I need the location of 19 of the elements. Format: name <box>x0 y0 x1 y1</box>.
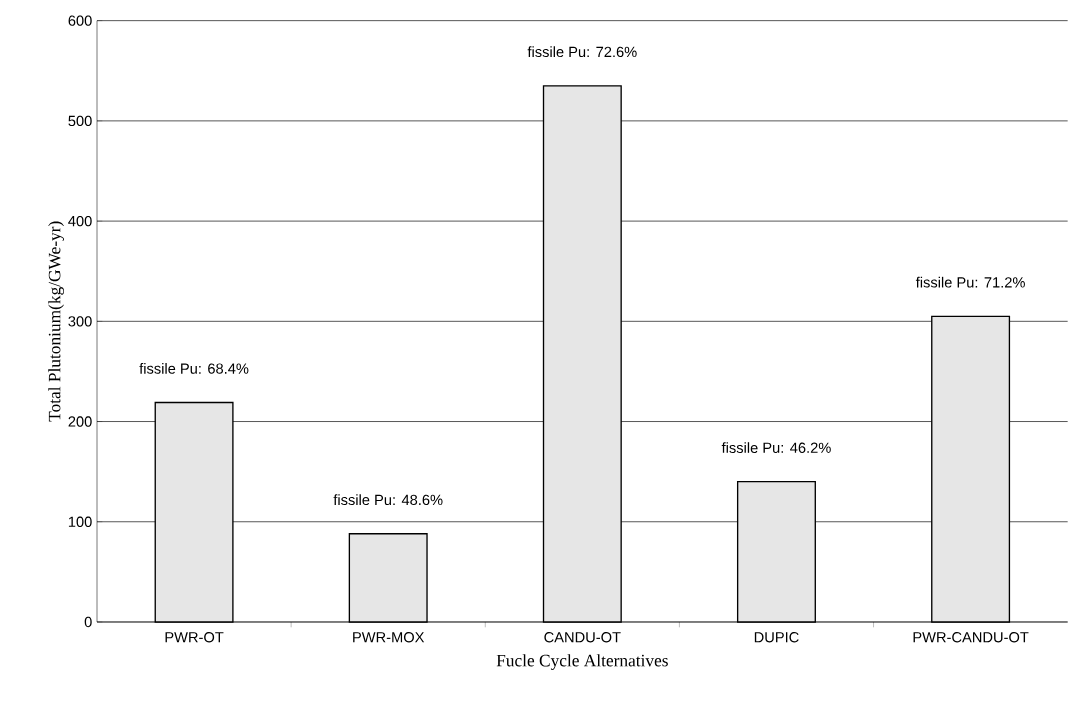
y-tick-label: 100 <box>68 516 92 527</box>
annotation: fissile Pu: 71.2% <box>915 276 1025 288</box>
y-tick-label: 400 <box>68 215 92 227</box>
x-tick-label: PWR-CANDU-OT <box>913 632 1029 643</box>
y-tick-label: 600 <box>68 15 92 26</box>
x-axis-title: Fucle Cycle Alternatives <box>496 654 668 670</box>
x-tick-label: PWR-MOX <box>353 632 425 643</box>
annotation: fissile Pu: 46.2% <box>721 442 831 453</box>
y-tick-label: 500 <box>68 115 92 127</box>
annotation: fissile Pu: 68.4% <box>139 363 249 374</box>
y-tick-label: 0 <box>84 616 92 628</box>
annotation: fissile Pu: 48.6% <box>333 494 443 506</box>
y-tick-label: 300 <box>68 316 92 327</box>
x-tick-label: PWR-OT <box>165 632 224 643</box>
annotation: fissile Pu: 72.6% <box>527 46 637 58</box>
y-axis-title: Total Plutonium(kg/GWe-yr) <box>48 221 64 422</box>
x-tick-label: CANDU-OT <box>544 632 621 643</box>
x-tick-label: DUPIC <box>754 632 799 643</box>
y-tick-label: 200 <box>68 416 92 427</box>
